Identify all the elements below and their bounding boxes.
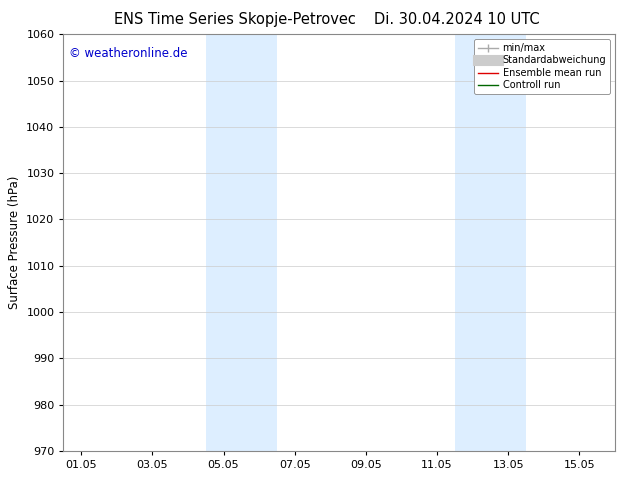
Text: ENS Time Series Skopje-Petrovec: ENS Time Series Skopje-Petrovec — [113, 12, 356, 27]
Bar — [206, 34, 277, 451]
Legend: min/max, Standardabweichung, Ensemble mean run, Controll run: min/max, Standardabweichung, Ensemble me… — [474, 39, 610, 94]
Text: © weatheronline.de: © weatheronline.de — [69, 47, 188, 60]
Y-axis label: Surface Pressure (hPa): Surface Pressure (hPa) — [8, 176, 21, 309]
Bar — [455, 34, 526, 451]
Text: Di. 30.04.2024 10 UTC: Di. 30.04.2024 10 UTC — [373, 12, 540, 27]
